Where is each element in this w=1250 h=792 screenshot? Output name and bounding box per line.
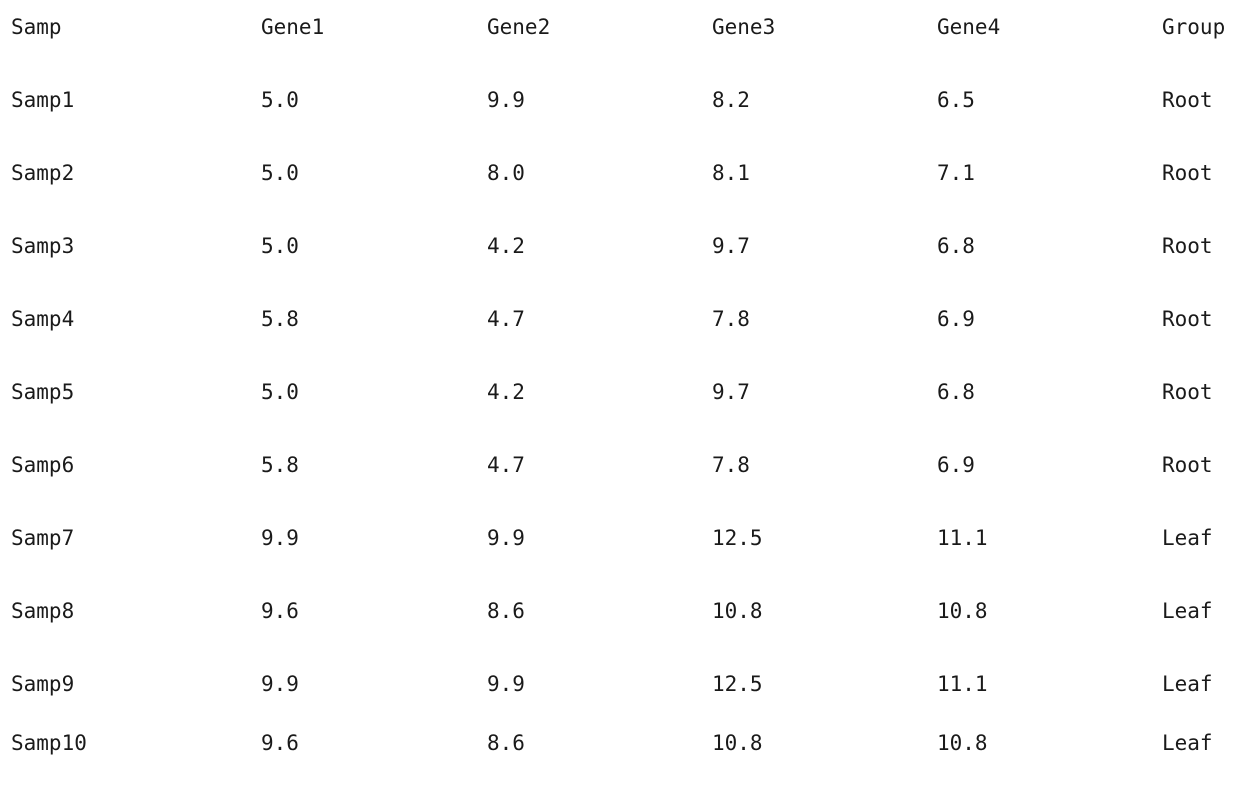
- cell-group: Leaf: [1162, 599, 1213, 623]
- cell-gene2: 8.0: [487, 161, 525, 185]
- cell-gene1: 5.0: [261, 88, 299, 112]
- cell-group: Leaf: [1162, 526, 1213, 550]
- cell-group: Root: [1162, 161, 1213, 185]
- cell-gene2: 4.2: [487, 380, 525, 404]
- cell-gene4: 11.1: [937, 526, 988, 550]
- cell-gene4: 6.8: [937, 380, 975, 404]
- cell-samp: Samp8: [11, 599, 75, 623]
- cell-group: Root: [1162, 234, 1213, 258]
- cell-samp: Samp7: [11, 526, 75, 550]
- cell-group: Leaf: [1162, 731, 1213, 755]
- cell-gene2: 9.9: [487, 526, 525, 550]
- cell-gene3: 9.7: [712, 380, 750, 404]
- cell-gene3: 10.8: [712, 731, 763, 755]
- cell-gene1: 5.8: [261, 453, 299, 477]
- cell-gene1: 5.0: [261, 161, 299, 185]
- cell-samp: Samp3: [11, 234, 75, 258]
- table-row: Samp9 9.9 9.9 12.5 11.1 Leaf: [0, 657, 1250, 730]
- cell-gene2: 8.6: [487, 599, 525, 623]
- cell-gene3: 8.2: [712, 88, 750, 112]
- table-row: Samp10 9.6 8.6 10.8 10.8 Leaf: [0, 716, 1250, 789]
- cell-gene3: 9.7: [712, 234, 750, 258]
- column-header-gene1: Gene1: [261, 15, 325, 39]
- table-row: Samp2 5.0 8.0 8.1 7.1 Root: [0, 146, 1250, 219]
- cell-gene2: 8.6: [487, 731, 525, 755]
- cell-samp: Samp10: [11, 731, 87, 755]
- cell-gene3: 7.8: [712, 307, 750, 331]
- cell-gene3: 12.5: [712, 526, 763, 550]
- cell-gene4: 6.9: [937, 453, 975, 477]
- cell-samp: Samp9: [11, 672, 75, 696]
- table-row: Samp7 9.9 9.9 12.5 11.1 Leaf: [0, 511, 1250, 584]
- cell-gene2: 9.9: [487, 88, 525, 112]
- cell-gene3: 8.1: [712, 161, 750, 185]
- column-header-gene3: Gene3: [712, 15, 776, 39]
- cell-group: Root: [1162, 307, 1213, 331]
- cell-gene2: 4.2: [487, 234, 525, 258]
- cell-gene1: 5.0: [261, 380, 299, 404]
- cell-gene4: 6.5: [937, 88, 975, 112]
- cell-group: Root: [1162, 453, 1213, 477]
- cell-gene4: 7.1: [937, 161, 975, 185]
- cell-gene1: 9.6: [261, 731, 299, 755]
- cell-gene2: 4.7: [487, 453, 525, 477]
- cell-group: Leaf: [1162, 672, 1213, 696]
- cell-gene4: 10.8: [937, 599, 988, 623]
- table-row: Samp3 5.0 4.2 9.7 6.8 Root: [0, 219, 1250, 292]
- cell-gene4: 6.8: [937, 234, 975, 258]
- table-row: Samp6 5.8 4.7 7.8 6.9 Root: [0, 438, 1250, 511]
- table-row: Samp4 5.8 4.7 7.8 6.9 Root: [0, 292, 1250, 365]
- table-row: Samp8 9.6 8.6 10.8 10.8 Leaf: [0, 584, 1250, 657]
- cell-gene1: 9.6: [261, 599, 299, 623]
- cell-gene4: 6.9: [937, 307, 975, 331]
- cell-group: Root: [1162, 380, 1213, 404]
- cell-samp: Samp1: [11, 88, 75, 112]
- cell-samp: Samp2: [11, 161, 75, 185]
- table-row: Samp1 5.0 9.9 8.2 6.5 Root: [0, 73, 1250, 146]
- cell-gene4: 11.1: [937, 672, 988, 696]
- column-header-samp: Samp: [11, 15, 62, 39]
- cell-gene4: 10.8: [937, 731, 988, 755]
- cell-gene3: 7.8: [712, 453, 750, 477]
- cell-samp: Samp6: [11, 453, 75, 477]
- cell-gene3: 10.8: [712, 599, 763, 623]
- cell-gene3: 12.5: [712, 672, 763, 696]
- cell-group: Root: [1162, 88, 1213, 112]
- column-header-group: Group: [1162, 15, 1226, 39]
- cell-gene1: 5.0: [261, 234, 299, 258]
- cell-gene1: 9.9: [261, 526, 299, 550]
- table-header-row: Samp Gene1 Gene2 Gene3 Gene4 Group: [0, 0, 1250, 73]
- cell-gene1: 5.8: [261, 307, 299, 331]
- cell-gene2: 4.7: [487, 307, 525, 331]
- column-header-gene2: Gene2: [487, 15, 551, 39]
- column-header-gene4: Gene4: [937, 15, 1001, 39]
- cell-samp: Samp4: [11, 307, 75, 331]
- table-row: Samp5 5.0 4.2 9.7 6.8 Root: [0, 365, 1250, 438]
- cell-gene1: 9.9: [261, 672, 299, 696]
- cell-samp: Samp5: [11, 380, 75, 404]
- cell-gene2: 9.9: [487, 672, 525, 696]
